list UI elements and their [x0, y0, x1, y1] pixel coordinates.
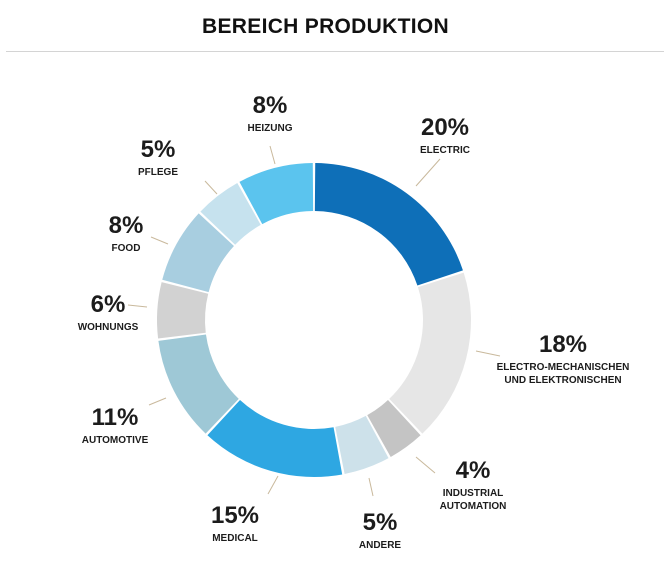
- category-label-wohnungs: WOHNUNGS: [78, 322, 139, 333]
- percent-label-wohnungs: 6%: [91, 291, 126, 318]
- percent-label-andere: 5%: [363, 509, 398, 536]
- percent-label-electro-mechanischen-und-elektronischen: 18%: [539, 331, 587, 358]
- category-label-automotive: AUTOMOTIVE: [82, 435, 149, 446]
- leader-line-automotive: [148, 397, 167, 406]
- leader-line-electric: [415, 158, 441, 187]
- title-divider: [6, 51, 664, 52]
- slice-food: [162, 213, 234, 293]
- leader-line-pflege: [204, 180, 218, 195]
- percent-label-pflege: 5%: [141, 136, 176, 163]
- leader-line-industrial-automation: [415, 456, 436, 474]
- category-label-pflege: PFLEGE: [138, 167, 178, 178]
- chart-title: BEREICH PRODUKTION: [202, 15, 449, 38]
- percent-label-industrial-automation: 4%: [456, 457, 491, 484]
- category-label-industrial-automation: INDUSTRIAL: [443, 488, 504, 499]
- percent-label-food: 8%: [109, 212, 144, 239]
- slice-pflege: [200, 183, 261, 245]
- percent-label-heizung: 8%: [253, 92, 288, 119]
- category-label-electro-mechanischen-und-elektronischen: UND ELEKTRONISCHEN: [504, 375, 621, 386]
- leader-line-heizung: [269, 145, 276, 165]
- percent-label-medical: 15%: [211, 502, 259, 529]
- category-label-andere: ANDERE: [359, 540, 402, 551]
- category-label-electro-mechanischen-und-elektronischen: ELECTRO-MECHANISCHEN: [497, 362, 630, 373]
- leader-line-medical: [267, 475, 279, 495]
- slice-electric: [314, 163, 463, 286]
- percent-label-automotive: 11%: [92, 404, 139, 431]
- category-label-food: FOOD: [112, 243, 141, 254]
- leader-line-food: [150, 236, 169, 245]
- leader-line-andere: [368, 477, 374, 497]
- leader-line-wohnungs: [127, 304, 148, 308]
- category-label-heizung: HEIZUNG: [248, 123, 293, 134]
- category-label-medical: MEDICAL: [212, 533, 258, 544]
- slice-heizung: [239, 163, 314, 225]
- leader-line-electro-mechanischen-und-elektronischen: [475, 350, 501, 357]
- category-label-industrial-automation: AUTOMATION: [440, 501, 507, 512]
- slice-electro-mechanischen-und-elektronischen: [389, 272, 471, 434]
- slice-automotive: [158, 334, 239, 434]
- slice-wohnungs: [157, 282, 209, 339]
- slice-andere: [335, 415, 389, 474]
- slice-industrial-automation: [367, 400, 421, 457]
- percent-label-electric: 20%: [421, 114, 469, 141]
- category-label-electric: ELECTRIC: [420, 145, 470, 156]
- slice-medical: [207, 400, 343, 478]
